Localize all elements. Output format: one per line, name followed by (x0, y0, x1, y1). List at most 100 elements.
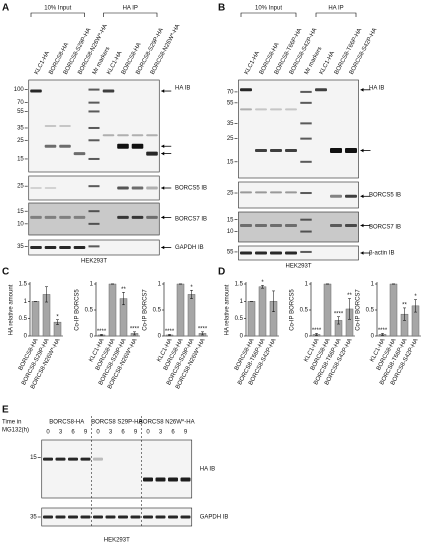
band (80, 457, 91, 461)
band (146, 134, 158, 137)
significance: * (414, 294, 417, 300)
bar (108, 283, 117, 337)
y-axis-label: Co-IP BORCS5 (75, 289, 81, 331)
lane-label: BORCS8-N26W*-HA (150, 23, 182, 75)
error-bar (337, 316, 340, 325)
group-header: BORCS8 N26W*-HA (139, 420, 195, 426)
band (255, 191, 267, 194)
ladder-band (88, 88, 100, 91)
ladder-band (88, 210, 100, 213)
y-tick-label: 0 (371, 334, 375, 340)
band (143, 515, 153, 519)
cell-line: HEK293T (104, 538, 130, 544)
panel-label: C (2, 267, 9, 278)
ladder-band (88, 185, 100, 188)
bar (247, 301, 256, 337)
time-point: 9 (184, 430, 188, 436)
band (240, 191, 252, 194)
band (285, 251, 297, 255)
significance: **** (334, 311, 344, 317)
y-axis-label: Co-IP BORCS7 (356, 289, 362, 331)
significance: **** (312, 328, 322, 334)
ladder-band (300, 137, 312, 140)
marker-label: 100 (14, 87, 25, 93)
y-axis-label: Co-IP BORCS7 (143, 289, 149, 331)
band (130, 515, 141, 519)
marker-label: 10 (227, 229, 234, 235)
y-tick-label: 0 (90, 334, 94, 340)
blot (28, 239, 160, 256)
band (68, 457, 78, 461)
marker-label: 55 (17, 109, 24, 115)
time-point: 0 (96, 430, 100, 436)
time-point: 9 (84, 430, 88, 436)
band (285, 149, 297, 153)
marker-label: 25 (17, 184, 24, 190)
arrow-head (360, 223, 364, 228)
group-header: 10% Input (44, 6, 71, 12)
band (117, 134, 129, 137)
band (59, 215, 71, 219)
blot-label: BORCS7 IB (175, 217, 207, 223)
blot (238, 245, 359, 261)
time-point: 3 (109, 430, 113, 436)
marker-label: 70 (17, 100, 24, 106)
time-point: 0 (46, 430, 50, 436)
arrow-head (161, 245, 165, 250)
band (102, 134, 115, 137)
blot (41, 507, 193, 527)
band (180, 477, 191, 482)
y-tick-label: 0.5 (19, 316, 28, 322)
bar (258, 286, 267, 337)
y-tick-label: 0 (305, 334, 309, 340)
band (143, 477, 153, 482)
ladder-band (300, 218, 312, 221)
significance: **** (198, 326, 208, 332)
blot-label: β-actin IB (369, 251, 394, 257)
ladder-band (88, 110, 100, 113)
band (240, 108, 252, 111)
band (105, 515, 116, 519)
ladder-band (300, 122, 312, 125)
marker-label: 25 (17, 138, 24, 144)
y-tick-label: 1.5 (235, 282, 244, 288)
significance: **** (97, 329, 107, 335)
marker-label: 25 (227, 136, 234, 142)
arrow-head (161, 186, 165, 190)
y-tick-label: 1 (371, 282, 375, 288)
group-header: BORCS8 S29P-HA (91, 420, 142, 426)
band (73, 246, 86, 249)
marker-label: 35 (30, 515, 37, 521)
ladder-band (300, 90, 312, 93)
ladder-band (88, 245, 100, 248)
blot-label: BORCS5 IB (175, 186, 207, 192)
ladder-band (88, 157, 100, 160)
error-bar (190, 289, 193, 299)
y-tick-label: 0.5 (85, 308, 94, 314)
error-bar (261, 285, 264, 289)
band (44, 246, 57, 249)
marker-label: 15 (227, 217, 234, 223)
time-point: 6 (71, 430, 75, 436)
band (270, 224, 282, 227)
ladder-band (88, 126, 100, 129)
band (285, 108, 297, 111)
blot-label: GAPDH IB (175, 245, 204, 251)
band (59, 125, 71, 127)
y-tick-label: 0 (158, 334, 162, 340)
band (30, 215, 42, 219)
bar (389, 283, 398, 337)
blot-label: HA IB (200, 467, 215, 473)
band (44, 215, 57, 219)
band (345, 224, 357, 227)
band (44, 125, 57, 127)
y-axis-label: Co-IP BORCS5 (290, 289, 296, 331)
band (240, 88, 252, 92)
y-tick-label: 0 (240, 334, 244, 340)
band (270, 108, 282, 111)
blot (28, 79, 160, 173)
marker-label: 35 (17, 244, 24, 250)
error-bar (403, 307, 406, 321)
band (117, 215, 129, 219)
